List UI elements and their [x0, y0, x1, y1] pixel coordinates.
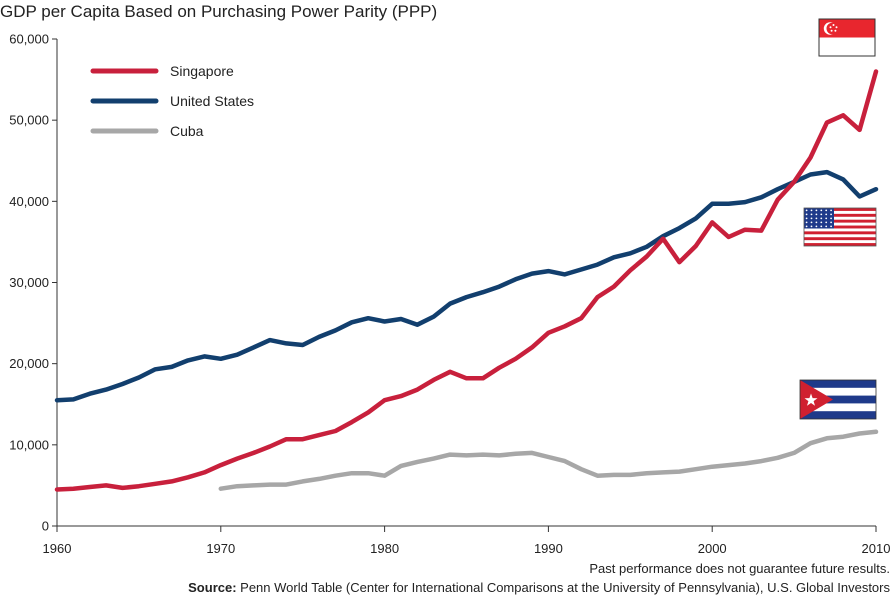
- x-tick-label: 2010: [862, 541, 891, 556]
- series-lines: [54, 69, 879, 492]
- y-tick-label: 40,000: [9, 194, 49, 209]
- legend-label-united-states: United States: [170, 93, 254, 109]
- y-tick-label: 10,000: [9, 437, 49, 452]
- source-detail: Penn World Table (Center for Internation…: [236, 580, 890, 595]
- y-tick-label: 50,000: [9, 113, 49, 128]
- disclaimer-text: Past performance does not guarantee futu…: [589, 561, 890, 576]
- y-tick-label: 60,000: [9, 32, 49, 47]
- legend-label-singapore: Singapore: [170, 63, 234, 79]
- singapore-flag-icon: [818, 18, 876, 57]
- cuba-flag-icon: [799, 379, 877, 420]
- x-tick-label: 2000: [698, 541, 727, 556]
- chart-axes: 0 10,000 20,000 30,000 40,000 50,000 60,000 196…: [9, 32, 890, 557]
- x-tick-label: 1970: [206, 541, 235, 556]
- chart-title: GDP per Capita Based on Purchasing Power…: [0, 2, 438, 21]
- source-label: Source:: [188, 580, 237, 595]
- x-tick-label: 1990: [534, 541, 563, 556]
- series-line-cuba: [218, 429, 879, 491]
- united-states-flag-icon: [803, 207, 877, 247]
- legend-label-cuba: Cuba: [170, 123, 204, 139]
- source-text: Source: Penn World Table (Center for Int…: [188, 580, 890, 595]
- x-tick-label: 1960: [43, 541, 72, 556]
- y-tick-label: 20,000: [9, 356, 49, 371]
- series-line-singapore: [54, 69, 879, 492]
- legend: Singapore United States Cuba: [90, 63, 254, 139]
- y-tick-label: 0: [42, 519, 49, 534]
- y-tick-label: 30,000: [9, 275, 49, 290]
- x-tick-label: 1980: [370, 541, 399, 556]
- series-line-united-states: [54, 169, 879, 403]
